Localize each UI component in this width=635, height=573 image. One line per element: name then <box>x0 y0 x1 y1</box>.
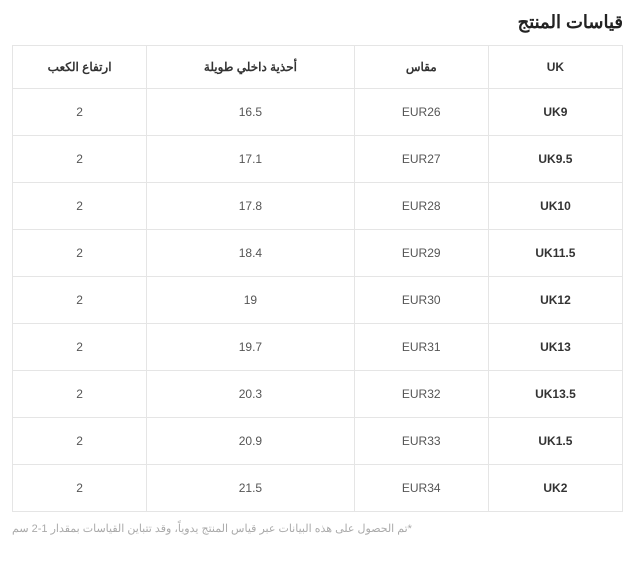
table-row: UK11.5EUR2918.42 <box>13 230 623 277</box>
measurements-table: UK مقاس أحذية داخلي طويلة ارتفاع الكعب U… <box>12 45 623 512</box>
cell-size: EUR29 <box>354 230 488 277</box>
cell-size: EUR30 <box>354 277 488 324</box>
cell-heel: 2 <box>13 89 147 136</box>
cell-heel: 2 <box>13 136 147 183</box>
cell-uk: UK9.5 <box>488 136 622 183</box>
cell-inner: 20.9 <box>147 418 354 465</box>
cell-heel: 2 <box>13 183 147 230</box>
cell-uk: UK10 <box>488 183 622 230</box>
cell-size: EUR26 <box>354 89 488 136</box>
cell-size: EUR27 <box>354 136 488 183</box>
col-header-size: مقاس <box>354 46 488 89</box>
cell-uk: UK13.5 <box>488 371 622 418</box>
cell-size: EUR28 <box>354 183 488 230</box>
cell-inner: 20.3 <box>147 371 354 418</box>
table-header-row: UK مقاس أحذية داخلي طويلة ارتفاع الكعب <box>13 46 623 89</box>
cell-uk: UK1.5 <box>488 418 622 465</box>
table-row: UK10EUR2817.82 <box>13 183 623 230</box>
cell-size: EUR32 <box>354 371 488 418</box>
table-row: UK1.5EUR3320.92 <box>13 418 623 465</box>
page-title: قياسات المنتج <box>12 12 623 33</box>
cell-uk: UK13 <box>488 324 622 371</box>
cell-inner: 17.1 <box>147 136 354 183</box>
footnote-text: *تم الحصول على هذه البيانات عبر قياس الم… <box>12 522 623 535</box>
cell-heel: 2 <box>13 324 147 371</box>
cell-size: EUR34 <box>354 465 488 512</box>
table-row: UK9EUR2616.52 <box>13 89 623 136</box>
cell-size: EUR31 <box>354 324 488 371</box>
table-row: UK2EUR3421.52 <box>13 465 623 512</box>
cell-inner: 21.5 <box>147 465 354 512</box>
cell-heel: 2 <box>13 465 147 512</box>
cell-inner: 18.4 <box>147 230 354 277</box>
cell-inner: 19 <box>147 277 354 324</box>
col-header-uk: UK <box>488 46 622 89</box>
col-header-inner: أحذية داخلي طويلة <box>147 46 354 89</box>
cell-uk: UK12 <box>488 277 622 324</box>
table-row: UK9.5EUR2717.12 <box>13 136 623 183</box>
cell-heel: 2 <box>13 277 147 324</box>
table-row: UK12EUR30192 <box>13 277 623 324</box>
table-row: UK13EUR3119.72 <box>13 324 623 371</box>
cell-uk: UK9 <box>488 89 622 136</box>
cell-heel: 2 <box>13 230 147 277</box>
table-body: UK9EUR2616.52UK9.5EUR2717.12UK10EUR2817.… <box>13 89 623 512</box>
cell-inner: 16.5 <box>147 89 354 136</box>
col-header-heel: ارتفاع الكعب <box>13 46 147 89</box>
cell-inner: 19.7 <box>147 324 354 371</box>
cell-uk: UK11.5 <box>488 230 622 277</box>
table-row: UK13.5EUR3220.32 <box>13 371 623 418</box>
cell-heel: 2 <box>13 371 147 418</box>
cell-inner: 17.8 <box>147 183 354 230</box>
cell-size: EUR33 <box>354 418 488 465</box>
cell-uk: UK2 <box>488 465 622 512</box>
cell-heel: 2 <box>13 418 147 465</box>
